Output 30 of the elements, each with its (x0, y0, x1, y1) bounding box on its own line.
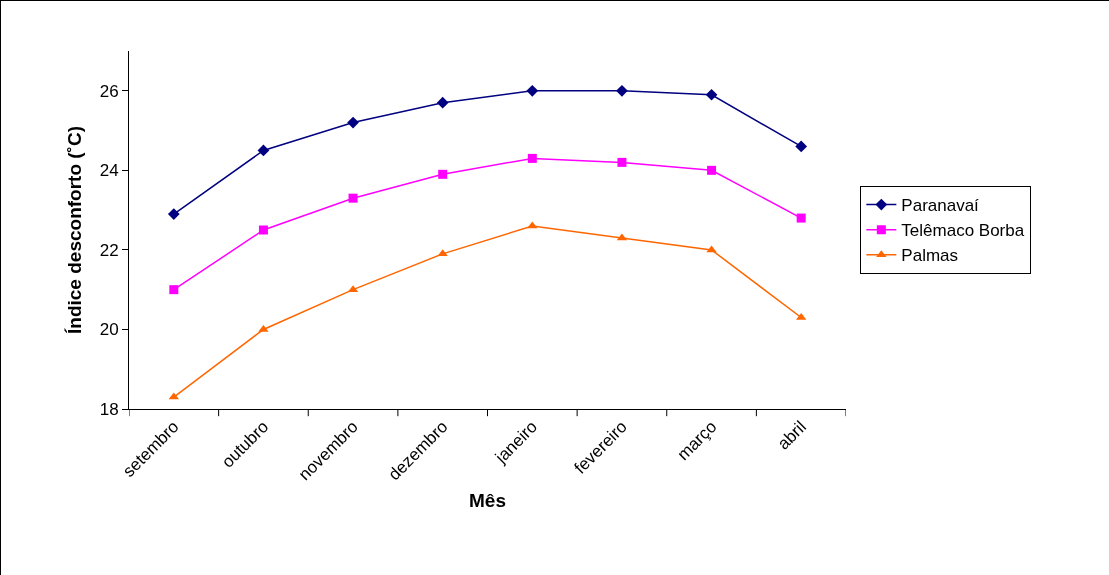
legend-label: Paranavaí (901, 196, 980, 216)
point (436, 96, 449, 109)
point (795, 140, 808, 153)
y-tick-label: 26 (99, 81, 119, 101)
y-tick-label: 22 (99, 240, 119, 260)
point (526, 84, 539, 97)
y-axis-title: Índice desconforto (˚C) (64, 126, 85, 334)
point (347, 116, 359, 129)
point (796, 213, 806, 223)
point (527, 153, 537, 163)
point (437, 249, 448, 257)
point (707, 165, 717, 175)
point (705, 88, 718, 101)
point (169, 285, 179, 295)
y-tick-label: 20 (99, 320, 119, 340)
point (527, 221, 538, 229)
point (706, 245, 717, 253)
point (617, 157, 627, 167)
legend-label: Palmas (901, 246, 959, 266)
y-tick-label: 24 (99, 161, 119, 181)
point (167, 208, 180, 220)
y-tick-label: 18 (99, 399, 119, 419)
point (258, 225, 268, 235)
point (258, 324, 269, 332)
legend-label: Telêmaco Borba (901, 221, 1025, 241)
point (616, 84, 628, 97)
point (257, 144, 270, 157)
point (438, 169, 448, 179)
point (348, 193, 358, 203)
x-axis-title: Mês (469, 490, 506, 511)
